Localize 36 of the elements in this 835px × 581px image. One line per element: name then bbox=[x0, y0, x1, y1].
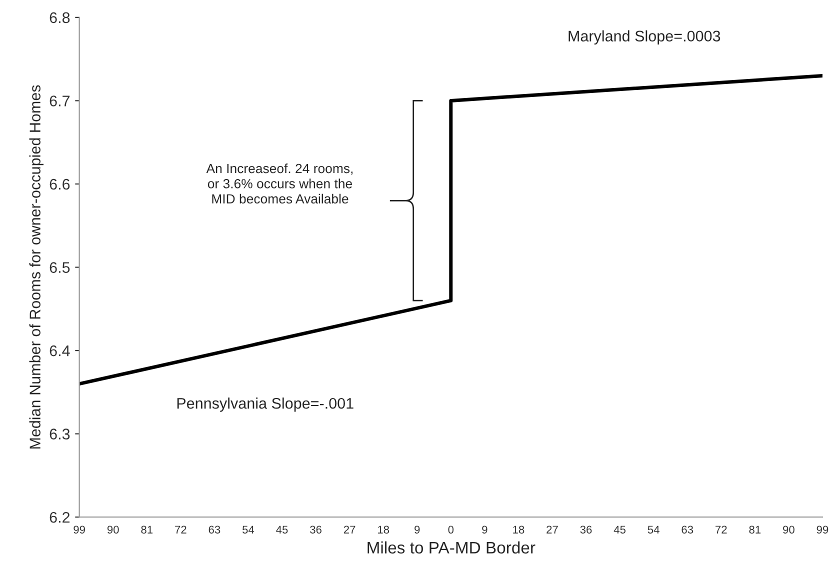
y-tick-label: 6.6 bbox=[50, 178, 70, 190]
y-tick-label: 6.4 bbox=[50, 345, 70, 356]
x-tick-label: 54 bbox=[648, 526, 660, 534]
x-tick-label: 45 bbox=[614, 526, 626, 534]
x-tick-label: 27 bbox=[344, 526, 356, 534]
x-tick-label: 99 bbox=[74, 526, 85, 534]
x-tick-label: 72 bbox=[716, 526, 727, 534]
x-tick-label: 0 bbox=[448, 526, 454, 534]
x-tick-label: 18 bbox=[378, 526, 390, 534]
x-tick-label: 81 bbox=[749, 526, 761, 534]
x-tick-label: 99 bbox=[816, 526, 828, 534]
y-tick-label: 6.2 bbox=[50, 512, 70, 523]
y-tick-label: 6.8 bbox=[50, 12, 70, 24]
annotation: Pennsylvania Slope=-.001 bbox=[177, 398, 354, 412]
x-tick-label: 45 bbox=[276, 526, 288, 534]
x-tick-label: 9 bbox=[482, 526, 488, 534]
x-tick-label: 90 bbox=[783, 526, 794, 534]
x-tick-label: 36 bbox=[580, 526, 592, 534]
annotation: Maryland Slope=.0003 bbox=[568, 30, 720, 45]
y-axis-title: Median Number of Rooms for owner-occupied Homes bbox=[29, 85, 44, 449]
annotation: An Increaseof. 24 rooms, or 3.6% occurs when the MID becomes Available bbox=[206, 164, 352, 204]
y-tick-label: 6.7 bbox=[50, 96, 70, 106]
x-tick-label: 18 bbox=[513, 526, 524, 534]
x-tick-label: 63 bbox=[208, 526, 220, 534]
x-tick-label: 54 bbox=[242, 526, 254, 534]
x-tick-label: 81 bbox=[141, 526, 153, 534]
x-tick-label: 36 bbox=[310, 526, 322, 534]
x-tick-label: 90 bbox=[107, 526, 119, 534]
x-axis-title: Miles to PA-MD Border bbox=[368, 541, 536, 554]
x-tick-label: 63 bbox=[682, 526, 694, 534]
y-tick-label: 6.5 bbox=[50, 262, 70, 273]
x-tick-label: 72 bbox=[175, 526, 186, 534]
x-tick-label: 9 bbox=[414, 526, 420, 534]
line-series bbox=[79, 74, 822, 386]
x-tick-label: 27 bbox=[546, 526, 558, 534]
y-tick-label: 6.3 bbox=[50, 428, 70, 440]
